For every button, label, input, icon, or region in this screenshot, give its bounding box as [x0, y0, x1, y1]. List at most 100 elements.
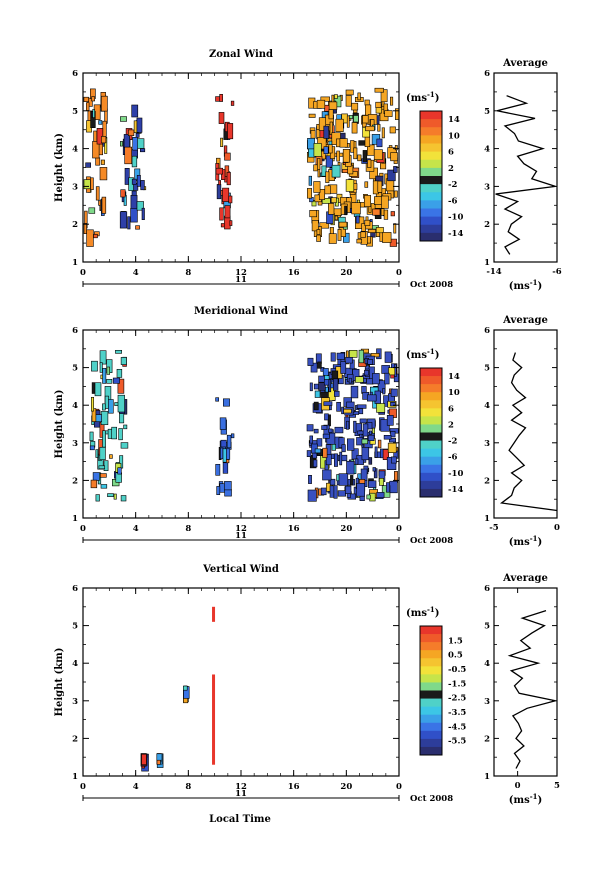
- heatmap-cell: [311, 220, 319, 232]
- heatmap-cell: [328, 144, 333, 154]
- heatmap-cell: [100, 411, 109, 425]
- colorbar-swatch: [420, 690, 442, 700]
- heatmap-cell: [313, 401, 319, 411]
- heatmap-cell: [120, 495, 127, 502]
- heatmap-cell: [101, 136, 107, 144]
- y-axis-label: Height (km): [54, 133, 65, 202]
- heatmap-cell: [89, 431, 94, 441]
- y-tick-label: 3: [72, 697, 78, 707]
- heatmap-cell: [106, 366, 111, 375]
- heatmap-cell: [362, 423, 369, 437]
- heatmap-cell: [316, 229, 321, 235]
- heatmap-cell: [308, 113, 316, 118]
- heatmap-cell: [345, 179, 355, 192]
- colorbar-label: -14: [448, 229, 463, 239]
- heatmap-cell: [324, 185, 331, 195]
- heatmap-cell: [334, 94, 338, 99]
- chart-title: Meridional Wind: [194, 306, 288, 317]
- colorbar-swatch: [420, 416, 442, 425]
- heatmap-cell: [101, 196, 107, 214]
- colorbar-swatch: [420, 440, 442, 450]
- heatmap-cell: [338, 473, 349, 486]
- heatmap-cell: [91, 382, 95, 394]
- heatmap-cell: [222, 187, 230, 202]
- heatmap-cell: [375, 232, 381, 238]
- heatmap-cell: [332, 378, 339, 391]
- unit-base: (ms: [509, 795, 530, 806]
- heatmap-cells: [83, 87, 400, 247]
- heatmap-cell: [136, 175, 141, 187]
- colorbar-swatch: [420, 488, 442, 498]
- heatmap-cell: [219, 94, 223, 102]
- heatmap-cell: [92, 141, 100, 159]
- y-tick-label: 4: [72, 659, 78, 669]
- heatmap-cell: [222, 448, 227, 463]
- x-tick-label: 0: [80, 268, 86, 278]
- heatmap-cell: [222, 462, 229, 474]
- heatmap-cell: [368, 430, 372, 435]
- heatmap-cell: [360, 231, 366, 238]
- colorbar-label: -6: [448, 453, 458, 463]
- heatmap-cell: [136, 201, 144, 211]
- profile-y-tick-label: 6: [484, 584, 490, 594]
- profile-y-tick-label: 1: [484, 258, 490, 268]
- heatmap-cell: [307, 138, 315, 150]
- heatmap-cell: [373, 196, 383, 205]
- colorbar-label: 6: [448, 148, 454, 158]
- colorbar-label: -1.5: [448, 679, 466, 689]
- heatmap-cell: [307, 357, 314, 366]
- heatmap-cell: [112, 377, 120, 384]
- heatmap-cell: [351, 122, 358, 134]
- profile-y-tick-label: 2: [484, 734, 490, 744]
- heatmap-cell: [382, 449, 390, 460]
- heatmap-cell: [324, 386, 329, 393]
- heatmap-cell: [221, 169, 226, 180]
- heatmap-cell: [318, 382, 326, 391]
- heatmap-cell: [390, 211, 395, 217]
- heatmap-cell: [141, 207, 145, 220]
- heatmap-cell: [115, 349, 123, 354]
- heatmap-cell: [328, 233, 337, 244]
- heatmap-cell: [346, 460, 355, 475]
- heatmap-cell: [337, 229, 342, 241]
- colorbar-swatch: [420, 682, 442, 691]
- heatmap-cells: [89, 348, 400, 502]
- heatmap-cell: [357, 154, 362, 162]
- profile-y-tick-label: 5: [484, 622, 490, 632]
- heatmap-cell: [323, 401, 333, 406]
- heatmap-cell: [329, 478, 336, 486]
- colorbar-label: 2: [448, 164, 454, 174]
- colorbar-label: -14: [448, 485, 463, 495]
- heatmap-cell: [93, 234, 98, 239]
- unit-base: (ms: [406, 608, 427, 619]
- y-tick-label: 1: [72, 258, 78, 268]
- heatmap-cell: [390, 456, 397, 464]
- heatmap-cell: [141, 753, 147, 766]
- profile-x-tick-label: 0: [515, 781, 521, 791]
- heatmap-cell: [346, 420, 350, 430]
- colorbar-swatch: [420, 642, 442, 651]
- profile-line: [499, 352, 558, 512]
- heatmap-cell: [331, 443, 337, 451]
- heatmap-cell: [322, 469, 332, 481]
- y-tick-label: 2: [72, 476, 78, 486]
- x-tick-label: 12: [235, 524, 247, 534]
- heatmap-cell: [215, 397, 220, 402]
- heatmap-cell: [98, 120, 103, 125]
- heatmap-cell: [102, 430, 106, 448]
- heatmap-cell: [386, 482, 390, 493]
- heatmap-cell: [374, 87, 384, 93]
- heatmap-cell: [231, 433, 235, 439]
- heatmap-cell: [325, 454, 332, 466]
- average-profile: Average 1 2 3 4 5 6 -5 0 (ms-1): [484, 315, 560, 548]
- y-tick-label: 3: [72, 439, 78, 449]
- heatmap-cell: [308, 474, 312, 484]
- heatmap-cell: [362, 150, 368, 163]
- heatmap-cell: [322, 368, 329, 376]
- heatmap-cell: [384, 110, 393, 117]
- y-tick-label: 1: [72, 772, 78, 782]
- heatmap-cell: [136, 138, 145, 149]
- heatmap-cell: [99, 350, 107, 365]
- colorbar-label: 10: [448, 388, 460, 398]
